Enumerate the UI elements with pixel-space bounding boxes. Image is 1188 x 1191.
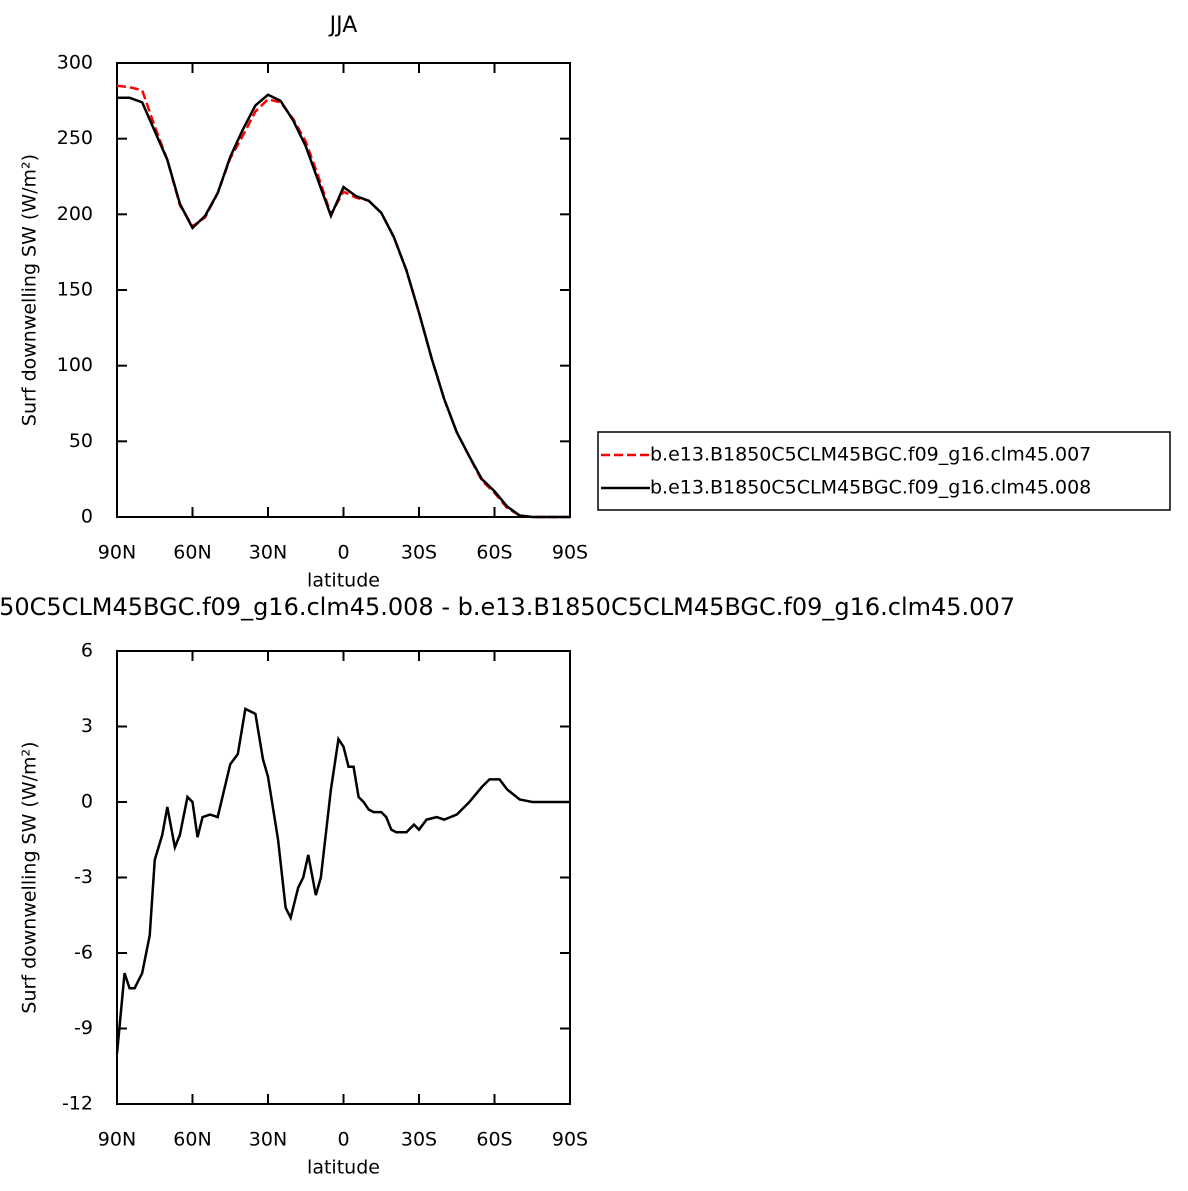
y-tick-label: -3	[74, 866, 93, 888]
series-line	[117, 93, 570, 519]
chart-title: JJA	[328, 13, 358, 38]
x-tick-label: 90N	[98, 542, 136, 564]
chart-title: b.e13.B1850C5CLM45BGC.f09_g16.clm45.008 …	[0, 593, 1015, 621]
y-tick-label: 6	[81, 640, 93, 662]
x-tick-label: 90N	[98, 1129, 136, 1151]
legend-label: b.e13.B1850C5CLM45BGC.f09_g16.clm45.008	[650, 477, 1091, 499]
y-tick-label: 250	[57, 127, 93, 149]
y-tick-label: 100	[57, 354, 93, 376]
x-axis-label: latitude	[307, 570, 380, 592]
y-tick-label: 200	[57, 203, 93, 225]
x-tick-label: 0	[337, 542, 349, 564]
x-tick-label: 60N	[173, 542, 211, 564]
x-tick-label: 60S	[476, 542, 512, 564]
legend-box	[597, 431, 1171, 511]
x-tick-label: 90S	[552, 542, 588, 564]
x-tick-label: 30S	[401, 542, 437, 564]
x-tick-label: 0	[337, 1129, 349, 1151]
y-tick-label: 0	[81, 506, 93, 528]
plot-frame	[116, 62, 571, 518]
x-tick-label: 60N	[173, 1129, 211, 1151]
x-tick-label: 30N	[249, 1129, 287, 1151]
y-axis-label: Surf downwelling SW (W/m²)	[19, 741, 41, 1013]
series-line	[116, 84, 570, 519]
y-tick-label: -6	[74, 942, 93, 964]
x-tick-label: 30N	[249, 542, 287, 564]
y-tick-label: 0	[81, 791, 93, 813]
y-tick-label: 50	[69, 430, 93, 452]
x-tick-label: 60S	[476, 1129, 512, 1151]
x-tick-label: 30S	[401, 1129, 437, 1151]
y-tick-label: 3	[81, 715, 93, 737]
series-line	[115, 707, 570, 1054]
plot-frame	[116, 650, 571, 1105]
y-tick-label: -9	[74, 1017, 93, 1039]
y-tick-label: 150	[57, 279, 93, 301]
x-axis-label: latitude	[307, 1157, 380, 1179]
x-tick-label: 90S	[552, 1129, 588, 1151]
y-axis-label: Surf downwelling SW (W/m²)	[19, 154, 41, 426]
legend-label: b.e13.B1850C5CLM45BGC.f09_g16.clm45.007	[650, 444, 1091, 466]
y-tick-label: -12	[62, 1093, 93, 1115]
y-tick-label: 300	[57, 52, 93, 74]
